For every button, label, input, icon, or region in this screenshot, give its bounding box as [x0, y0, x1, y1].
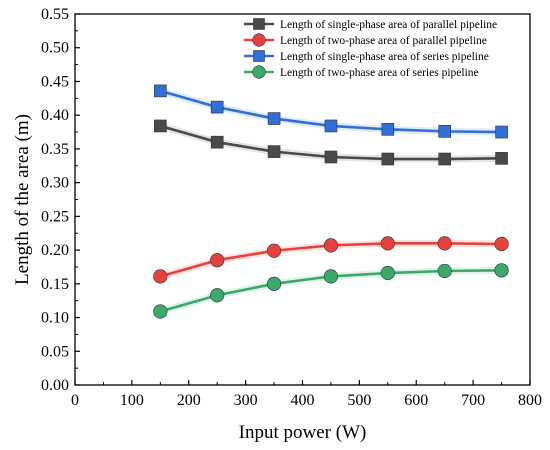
data-point	[323, 269, 339, 284]
series-group	[153, 84, 509, 319]
data-point	[494, 236, 509, 252]
y-tick-label: 0.40	[41, 107, 69, 124]
data-point	[267, 112, 281, 125]
data-point	[381, 152, 395, 166]
legend-label: Length of two-phase area of parallel pip…	[280, 35, 487, 47]
y-tick-label: 0.55	[41, 6, 69, 23]
x-tick-label: 600	[404, 392, 428, 409]
y-tick-label: 0.50	[41, 40, 69, 57]
x-tick-label: 200	[177, 392, 201, 409]
y-tick-label: 0.45	[41, 73, 69, 90]
y-tick-label: 0.30	[41, 175, 69, 192]
y-tick-label: 0.35	[41, 141, 69, 158]
legend-marker	[252, 65, 266, 79]
series-0	[154, 119, 508, 166]
axes: 0 100 200 300 400 500 600 700 800 0.00 0.05 0.10 0.1…	[41, 6, 542, 409]
data-point	[438, 152, 451, 166]
x-tick-label: 400	[291, 392, 315, 409]
data-point	[266, 276, 282, 291]
data-point	[438, 125, 451, 138]
y-tick-label: 0.10	[41, 310, 69, 327]
legend: Length of single-phase area of parallel …	[244, 18, 497, 79]
data-point	[210, 288, 225, 303]
data-point	[210, 135, 224, 149]
data-point	[494, 263, 509, 278]
y-tick-label: 0.15	[41, 276, 69, 293]
y-tick-label: 0.00	[41, 377, 69, 394]
data-point	[380, 265, 395, 281]
y-tick-label: 0.05	[41, 343, 69, 360]
series-2	[154, 84, 508, 139]
data-point	[210, 253, 225, 268]
x-tick-label: 700	[461, 392, 485, 409]
data-point	[381, 123, 395, 136]
data-point	[154, 119, 167, 133]
x-tick-label: 0	[71, 392, 79, 409]
data-point	[210, 100, 224, 114]
legend-marker	[252, 33, 266, 47]
series-1	[153, 236, 509, 284]
legend-marker	[253, 18, 265, 30]
data-point	[495, 125, 508, 139]
data-point	[437, 236, 452, 251]
legend-label: Length of two-phase area of series pipel…	[280, 67, 479, 79]
data-point	[323, 238, 339, 253]
legend-label: Length of single-phase area of series pi…	[280, 51, 489, 63]
data-point	[324, 150, 338, 164]
data-point	[495, 152, 508, 165]
series-3	[153, 263, 509, 319]
data-point	[437, 263, 452, 279]
x-tick-label: 800	[518, 392, 542, 409]
data-point	[267, 145, 281, 158]
y-axis-title: Length of the area (m)	[12, 114, 33, 285]
x-axis-title: Input power (W)	[239, 422, 367, 443]
data-point	[324, 119, 338, 133]
data-point	[153, 304, 168, 319]
data-point	[380, 236, 395, 251]
x-tick-label: 300	[234, 392, 258, 409]
x-tick-label: 500	[347, 392, 371, 409]
data-point	[154, 84, 167, 98]
data-point	[266, 243, 282, 258]
data-point	[153, 269, 168, 284]
y-tick-label: 0.25	[41, 208, 69, 225]
y-tick-label: 0.20	[41, 242, 69, 259]
legend-label: Length of single-phase area of parallel …	[280, 19, 497, 31]
legend-marker	[253, 50, 265, 62]
x-tick-label: 100	[120, 392, 144, 409]
